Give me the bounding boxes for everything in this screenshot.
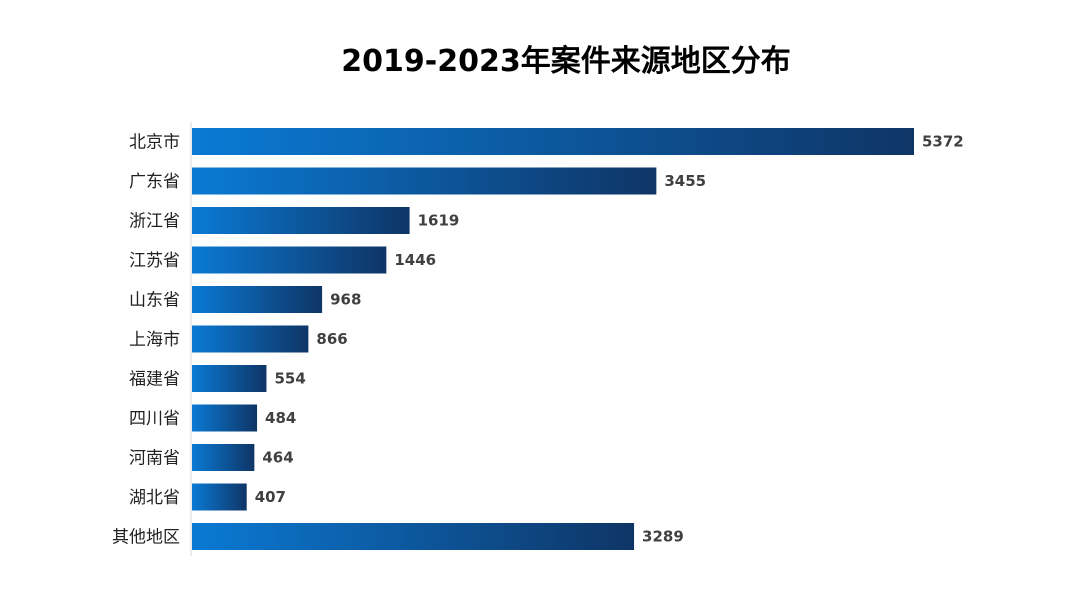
category-label: 福建省: [129, 370, 180, 390]
chart-title: 2019-2023年案件来源地区分布: [341, 44, 790, 79]
value-label: 3289: [642, 528, 684, 546]
category-label: 浙江省: [129, 212, 180, 232]
category-label: 湖北省: [129, 488, 180, 508]
category-label: 江苏省: [129, 251, 180, 271]
bar: [192, 167, 657, 195]
category-label: 山东省: [129, 291, 180, 311]
value-label: 5372: [922, 133, 964, 151]
bar: [192, 483, 247, 511]
category-label: 其他地区: [112, 528, 180, 548]
value-label: 1619: [418, 212, 460, 230]
value-label: 3455: [664, 172, 706, 190]
bar: [192, 286, 323, 313]
bar: [192, 325, 309, 353]
value-label: 1446: [394, 251, 436, 269]
bars-group: 北京市 5372 广东省 3455 浙江省 1619 江苏省 1446 山东省 968 上海市 866…: [112, 128, 964, 550]
value-label: 484: [265, 409, 296, 427]
value-label: 968: [330, 291, 361, 309]
category-label: 广东省: [129, 172, 180, 192]
bar: [192, 404, 258, 432]
bar: [192, 246, 387, 274]
bar: [192, 365, 267, 392]
category-label: 河南省: [129, 449, 180, 469]
bar: [192, 444, 255, 471]
category-label: 上海市: [129, 330, 180, 350]
category-label: 四川省: [129, 409, 180, 429]
bar: [192, 128, 914, 155]
value-label: 464: [262, 449, 293, 467]
bar: [192, 207, 410, 234]
bar: [192, 523, 635, 550]
value-label: 866: [316, 330, 347, 348]
value-label: 407: [255, 488, 286, 506]
value-label: 554: [274, 370, 305, 388]
category-label: 北京市: [129, 133, 180, 153]
